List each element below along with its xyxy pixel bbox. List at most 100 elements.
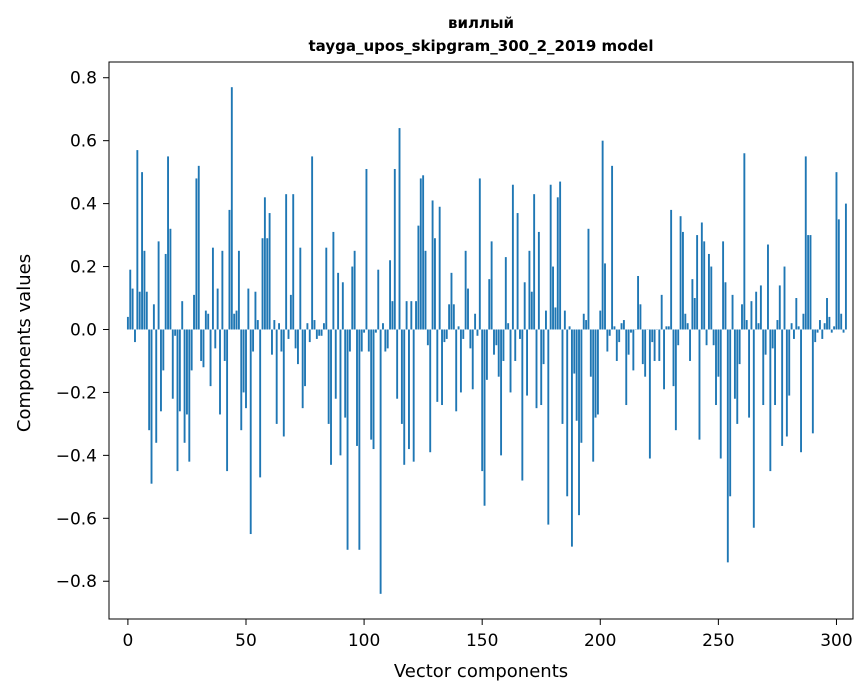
bar-267 <box>757 323 760 330</box>
bar-295 <box>823 323 826 330</box>
bar-43 <box>228 209 231 330</box>
bar-236 <box>684 313 687 330</box>
bar-157 <box>497 329 500 377</box>
bar-24 <box>183 329 186 443</box>
bar-138 <box>452 304 455 330</box>
bar-247 <box>710 266 713 330</box>
bar-142 <box>462 329 465 339</box>
x-tick-label-300: 300 <box>820 631 852 651</box>
x-tick-label-200: 200 <box>584 631 616 651</box>
bar-98 <box>358 329 361 550</box>
bar-64 <box>278 323 280 330</box>
y-tick-label-3: −0.2 <box>56 383 97 403</box>
bar-261 <box>743 153 746 330</box>
bar-266 <box>755 291 758 330</box>
bar-0 <box>126 316 129 330</box>
x-tick-label-0: 0 <box>122 631 133 651</box>
bar-298 <box>830 329 833 333</box>
bar-181 <box>554 307 557 330</box>
bar-105 <box>374 329 377 333</box>
bar-59 <box>266 238 269 330</box>
bar-17 <box>167 156 169 330</box>
bar-101 <box>365 168 368 330</box>
bar-153 <box>488 279 491 330</box>
bar-200 <box>599 310 602 330</box>
bar-88 <box>334 329 337 399</box>
x-tick-label-50: 50 <box>235 631 257 651</box>
bar-144 <box>467 288 469 330</box>
bar-94 <box>348 329 351 352</box>
bar-86 <box>330 329 332 465</box>
bar-203 <box>606 329 609 352</box>
bar-301 <box>837 219 840 330</box>
bar-185 <box>563 310 566 330</box>
bar-152 <box>485 329 488 380</box>
bar-262 <box>745 320 748 330</box>
bar-264 <box>750 301 753 330</box>
bar-268 <box>759 285 762 330</box>
bar-167 <box>521 329 524 481</box>
bar-193 <box>582 313 585 330</box>
bar-93 <box>346 329 349 550</box>
bar-76 <box>306 323 309 330</box>
bar-100 <box>363 329 366 333</box>
bar-95 <box>351 266 354 330</box>
bar-33 <box>204 310 207 330</box>
bar-67 <box>285 194 288 330</box>
bar-228 <box>665 326 668 330</box>
bar-22 <box>178 329 181 412</box>
x-tick-label-250: 250 <box>702 631 734 651</box>
bar-49 <box>242 329 245 393</box>
bar-23 <box>181 301 184 330</box>
bar-124 <box>419 178 422 330</box>
bar-300 <box>835 172 838 330</box>
bar-209 <box>620 323 623 330</box>
bar-289 <box>809 235 812 330</box>
bar-214 <box>632 329 635 371</box>
bar-269 <box>762 329 765 406</box>
bar-207 <box>615 329 618 361</box>
bar-147 <box>474 313 477 330</box>
y-axis-label: Components values <box>14 254 35 432</box>
bar-260 <box>741 304 743 330</box>
y-tick-label-6: 0.4 <box>70 195 97 215</box>
bar-51 <box>247 288 250 330</box>
bar-27 <box>190 329 193 371</box>
bar-171 <box>530 291 533 330</box>
bar-249 <box>715 329 717 406</box>
y-tick-label-1: −0.6 <box>56 509 97 529</box>
x-tick-label-100: 100 <box>348 631 380 651</box>
bar-111 <box>389 260 392 330</box>
bar-20 <box>174 329 177 336</box>
bar-251 <box>719 329 722 459</box>
bar-28 <box>193 294 195 330</box>
bar-199 <box>596 329 599 415</box>
bars-group <box>126 87 847 594</box>
bar-186 <box>566 329 569 497</box>
bar-182 <box>556 197 559 330</box>
bar-116 <box>400 329 403 424</box>
bar-135 <box>445 329 448 339</box>
bar-194 <box>585 320 588 330</box>
bar-96 <box>353 250 356 330</box>
bar-208 <box>618 329 621 343</box>
bar-91 <box>341 282 344 330</box>
bar-109 <box>384 329 387 352</box>
bar-52 <box>249 329 252 535</box>
bar-178 <box>547 329 550 525</box>
bar-187 <box>568 326 571 330</box>
bar-118 <box>405 301 408 330</box>
bar-164 <box>514 329 517 361</box>
bar-73 <box>299 247 302 330</box>
bar-54 <box>254 291 257 330</box>
bar-57 <box>261 238 264 330</box>
bar-84 <box>325 247 328 330</box>
bar-125 <box>422 175 425 330</box>
bar-5 <box>138 291 141 330</box>
bar-89 <box>337 272 340 330</box>
bar-113 <box>393 168 396 330</box>
bar-87 <box>332 231 335 330</box>
bar-238 <box>689 329 691 361</box>
bar-31 <box>200 329 203 361</box>
